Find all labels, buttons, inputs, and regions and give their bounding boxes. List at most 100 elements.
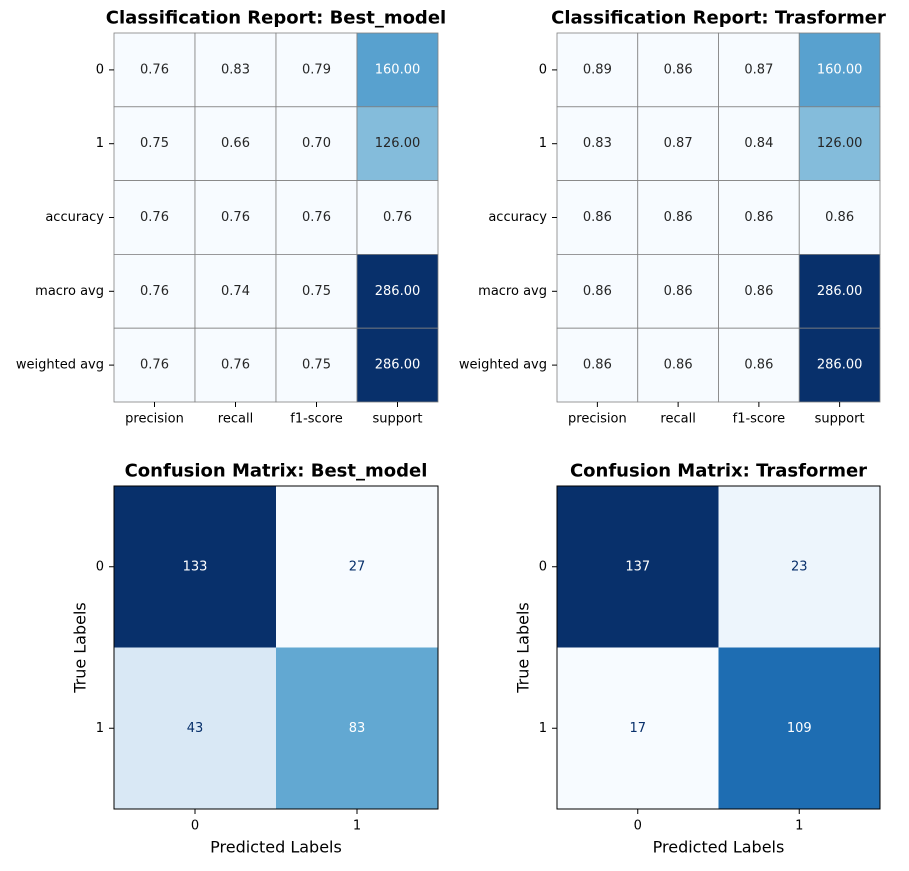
cell-value-label: 286.00 xyxy=(817,358,863,373)
heatmap-cell xyxy=(356,327,439,403)
cell-value-label: 0.76 xyxy=(140,358,169,373)
x-tick-label: precision xyxy=(125,412,184,427)
heatmap-cell xyxy=(275,253,358,329)
cell-value-label: 109 xyxy=(787,721,812,736)
y-tick-label: 0 xyxy=(539,559,547,574)
cell-value-label: 0.86 xyxy=(744,284,773,299)
y-tick-label: macro avg xyxy=(478,284,547,299)
x-tick-label: 1 xyxy=(795,819,803,834)
cell-value-label: 23 xyxy=(791,559,808,574)
heatmap-cell xyxy=(194,32,277,108)
heatmap-cell xyxy=(637,327,719,403)
heatmap-cell xyxy=(275,327,358,403)
heatmap-cell xyxy=(275,32,358,108)
heatmap-cell xyxy=(276,647,438,809)
chart-3: 133 27 43 83 0 1 0 1 Confusion Matrix: Best_mode… xyxy=(71,461,439,857)
chart-title: Confusion Matrix: Best_model xyxy=(125,461,428,482)
cell-value-label: 0.76 xyxy=(140,210,169,225)
cell-value-label: 0.76 xyxy=(383,210,412,225)
y-axis-label: True Labels xyxy=(514,602,533,694)
axes-frame xyxy=(556,485,881,810)
cell-value-label: 0.89 xyxy=(583,62,612,77)
chart-4: 137 23 17 109 0 1 0 1 Confusion Matrix: Trasform… xyxy=(514,461,881,857)
heatmap-cell xyxy=(356,106,439,182)
cell-value-label: 0.86 xyxy=(664,284,693,299)
y-tick-label: 1 xyxy=(96,721,104,736)
chart-title: Classification Report: Best_model xyxy=(106,8,446,29)
cell-value-label: 83 xyxy=(349,721,366,736)
heatmap-cell xyxy=(637,32,719,108)
cell-value-label: 0.84 xyxy=(744,136,773,151)
heatmap-cell xyxy=(798,32,881,108)
cell-value-label: 126.00 xyxy=(375,136,421,151)
heatmap-cell xyxy=(637,253,719,329)
cell-value-label: 0.76 xyxy=(221,358,250,373)
cell-value-label: 27 xyxy=(349,559,366,574)
cell-value-label: 0.76 xyxy=(140,284,169,299)
chart-title: Classification Report: Trasformer xyxy=(551,8,886,29)
chart-title: Confusion Matrix: Trasformer xyxy=(570,461,867,482)
cell-value-label: 0.87 xyxy=(744,62,773,77)
heatmap-cell xyxy=(113,253,196,329)
y-tick-label: accuracy xyxy=(488,210,547,225)
cell-value-label: 43 xyxy=(187,721,204,736)
cell-value-label: 0.75 xyxy=(302,284,331,299)
x-tick-label: f1-score xyxy=(733,412,785,427)
cell-value-label: 286.00 xyxy=(375,358,421,373)
x-tick-label: support xyxy=(373,412,423,427)
x-tick-label: 0 xyxy=(634,819,642,834)
y-tick-label: 1 xyxy=(96,136,104,151)
y-tick-label: macro avg xyxy=(35,284,104,299)
heatmap-cell xyxy=(194,327,277,403)
x-tick-label: f1-score xyxy=(290,412,342,427)
heatmap-cell xyxy=(637,180,719,255)
chart-2: 0.89 0.86 0.87 160.00 0.83 0.87 0.84 126.00 0.86… xyxy=(459,8,886,427)
cell-value-label: 286.00 xyxy=(817,284,863,299)
heatmap-cell xyxy=(114,486,276,648)
cell-value-label: 0.74 xyxy=(221,284,250,299)
heatmap-cell xyxy=(113,327,196,403)
cell-value-label: 0.76 xyxy=(302,210,331,225)
y-tick-label: 0 xyxy=(539,62,547,77)
heatmap-cell xyxy=(113,32,196,108)
cell-value-label: 0.76 xyxy=(140,62,169,77)
heatmap-cell xyxy=(276,486,438,648)
cell-value-label: 17 xyxy=(629,721,646,736)
heatmap-cell xyxy=(557,486,719,648)
x-tick-label: support xyxy=(815,412,865,427)
heatmap-cell xyxy=(194,180,277,255)
heatmap-cell xyxy=(798,180,881,255)
cell-value-label: 0.79 xyxy=(302,62,331,77)
heatmap-cell xyxy=(356,180,439,255)
cell-value-label: 0.75 xyxy=(140,136,169,151)
heatmap-cell xyxy=(194,253,277,329)
heatmap-cell xyxy=(113,106,196,182)
cell-value-label: 0.75 xyxy=(302,358,331,373)
heatmap-cell xyxy=(194,106,277,182)
cell-value-label: 0.86 xyxy=(583,210,612,225)
y-tick-label: accuracy xyxy=(45,210,104,225)
cell-value-label: 0.86 xyxy=(744,358,773,373)
cell-value-label: 0.83 xyxy=(583,136,612,151)
heatmap-cell xyxy=(718,32,800,108)
cell-value-label: 0.86 xyxy=(583,284,612,299)
cell-value-label: 0.70 xyxy=(302,136,331,151)
cell-value-label: 0.86 xyxy=(664,358,693,373)
heatmap-cell xyxy=(718,486,880,648)
heatmap-cell xyxy=(798,106,881,182)
cell-value-label: 126.00 xyxy=(817,136,863,151)
cell-value-label: 0.86 xyxy=(744,210,773,225)
x-tick-label: recall xyxy=(218,412,253,427)
cell-value-label: 0.86 xyxy=(825,210,854,225)
cell-value-label: 0.76 xyxy=(221,210,250,225)
cell-value-label: 0.83 xyxy=(221,62,250,77)
cell-value-label: 0.87 xyxy=(664,136,693,151)
x-axis-label: Predicted Labels xyxy=(210,838,342,857)
heatmap-cell xyxy=(556,32,639,108)
heatmap-cell xyxy=(114,647,276,809)
heatmap-cell xyxy=(798,253,881,329)
x-tick-label: precision xyxy=(568,412,627,427)
cell-value-label: 0.86 xyxy=(664,62,693,77)
axes-frame xyxy=(113,485,439,810)
